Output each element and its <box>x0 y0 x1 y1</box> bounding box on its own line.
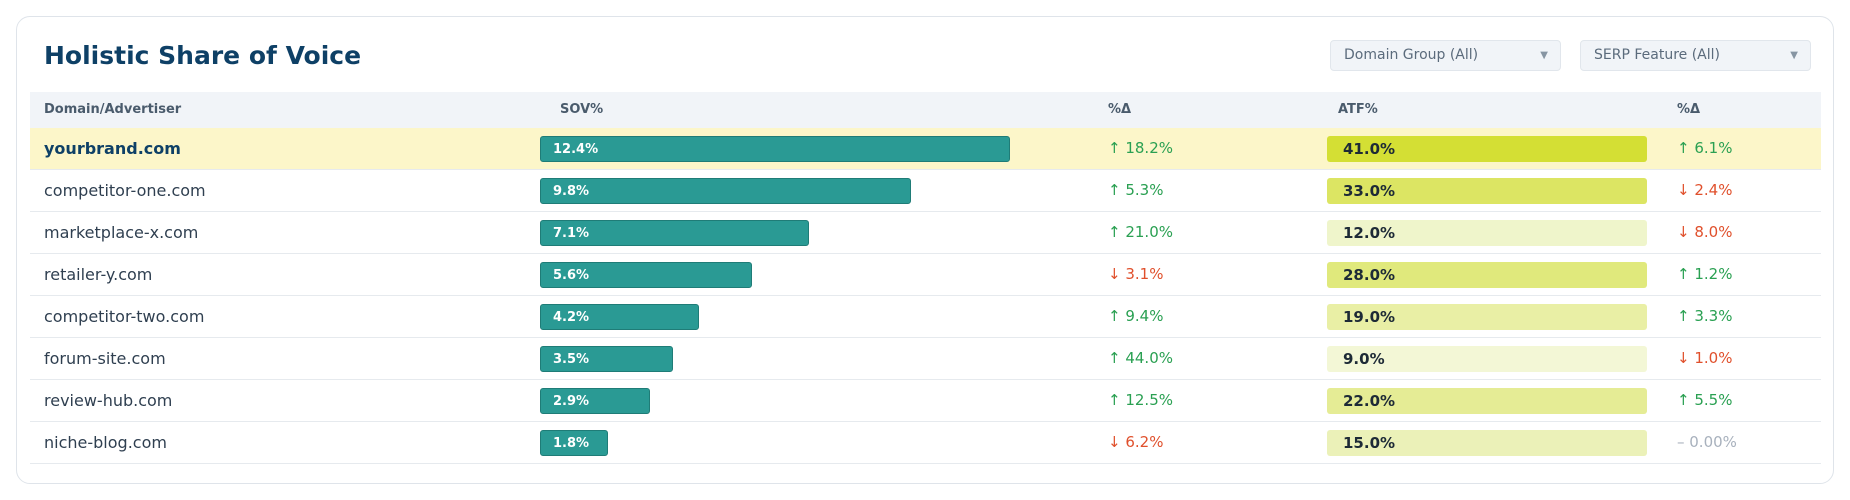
sov-table: Domain/Advertiser SOV% %Δ ATF% %Δ yourbr… <box>30 92 1821 464</box>
atf-cell: 22.0% <box>1327 388 1647 414</box>
atf-value: 15.0% <box>1343 434 1396 452</box>
domain-name[interactable]: marketplace-x.com <box>44 223 199 242</box>
sov-bar: 4.2% <box>540 304 700 330</box>
column-header-sov-delta[interactable]: %Δ <box>1108 102 1132 117</box>
domain-name[interactable]: review-hub.com <box>44 391 173 410</box>
table-row[interactable]: niche-blog.com 1.8% ↓ 6.2% 15.0% – 0.00% <box>30 422 1821 464</box>
atf-value: 19.0% <box>1343 308 1396 326</box>
sov-value: 12.4% <box>553 142 599 157</box>
atf-value: 33.0% <box>1343 182 1396 200</box>
atf-value: 12.0% <box>1343 224 1396 242</box>
atf-cell: 33.0% <box>1327 178 1647 204</box>
sov-value: 3.5% <box>553 352 590 367</box>
sov-value: 4.2% <box>553 310 590 325</box>
share-of-voice-card: Holistic Share of Voice Domain Group (Al… <box>16 16 1834 484</box>
sov-bar: 5.6% <box>540 262 753 288</box>
table-row[interactable]: retailer-y.com 5.6% ↓ 3.1% 28.0% ↑ 1.2% <box>30 254 1821 296</box>
atf-cell: 41.0% <box>1327 136 1647 162</box>
table-row[interactable]: marketplace-x.com 7.1% ↑ 21.0% 12.0% ↓ 8.0% <box>30 212 1821 254</box>
sov-bar: 7.1% <box>540 220 810 246</box>
sov-delta: ↓ 6.2% <box>1108 433 1164 451</box>
atf-value: 28.0% <box>1343 266 1396 284</box>
serp-feature-filter[interactable]: SERP Feature (All) ▼ <box>1580 40 1811 71</box>
sov-value: 7.1% <box>553 226 590 241</box>
sov-value: 9.8% <box>553 184 590 199</box>
atf-cell: 15.0% <box>1327 430 1647 456</box>
atf-value: 41.0% <box>1343 140 1396 158</box>
domain-name[interactable]: competitor-one.com <box>44 181 206 200</box>
domain-name[interactable]: competitor-two.com <box>44 307 205 326</box>
domain-group-filter[interactable]: Domain Group (All) ▼ <box>1330 40 1561 71</box>
table-body: yourbrand.com 12.4% ↑ 18.2% 41.0% ↑ 6.1% comp… <box>30 128 1821 464</box>
serp-feature-filter-label: SERP Feature (All) <box>1594 47 1720 63</box>
sov-bar: 2.9% <box>540 388 650 414</box>
sov-bar: 3.5% <box>540 346 673 372</box>
atf-delta: ↓ 2.4% <box>1677 181 1733 199</box>
table-row[interactable]: competitor-one.com 9.8% ↑ 5.3% 33.0% ↓ 2.4% <box>30 170 1821 212</box>
atf-value: 22.0% <box>1343 392 1396 410</box>
table-row[interactable]: forum-site.com 3.5% ↑ 44.0% 9.0% ↓ 1.0% <box>30 338 1821 380</box>
atf-cell: 9.0% <box>1327 346 1647 372</box>
atf-value: 9.0% <box>1343 350 1385 368</box>
column-header-domain[interactable]: Domain/Advertiser <box>44 102 182 117</box>
sov-bar: 9.8% <box>540 178 912 204</box>
domain-name[interactable]: niche-blog.com <box>44 433 167 452</box>
column-header-atf-delta[interactable]: %Δ <box>1677 102 1701 117</box>
table-row[interactable]: competitor-two.com 4.2% ↑ 9.4% 19.0% ↑ 3.3% <box>30 296 1821 338</box>
sov-value: 1.8% <box>553 436 590 451</box>
domain-name[interactable]: retailer-y.com <box>44 265 153 284</box>
atf-delta: ↓ 1.0% <box>1677 349 1733 367</box>
sov-value: 2.9% <box>553 394 590 409</box>
table-header: Domain/Advertiser SOV% %Δ ATF% %Δ <box>30 92 1821 128</box>
table-row[interactable]: yourbrand.com 12.4% ↑ 18.2% 41.0% ↑ 6.1% <box>30 128 1821 170</box>
chevron-down-icon: ▼ <box>1540 50 1548 61</box>
page-title: Holistic Share of Voice <box>44 41 362 70</box>
column-header-atf[interactable]: ATF% <box>1338 102 1378 117</box>
sov-bar: 12.4% <box>540 136 1010 162</box>
sov-delta: ↑ 44.0% <box>1108 349 1173 367</box>
sov-delta: ↑ 21.0% <box>1108 223 1173 241</box>
atf-delta: ↓ 8.0% <box>1677 223 1733 241</box>
column-header-sov[interactable]: SOV% <box>560 102 604 117</box>
atf-delta: – 0.00% <box>1677 433 1737 451</box>
atf-delta: ↑ 6.1% <box>1677 139 1733 157</box>
atf-delta: ↑ 1.2% <box>1677 265 1733 283</box>
atf-delta: ↑ 3.3% <box>1677 307 1733 325</box>
chevron-down-icon: ▼ <box>1790 50 1798 61</box>
atf-delta: ↑ 5.5% <box>1677 391 1733 409</box>
atf-cell: 12.0% <box>1327 220 1647 246</box>
sov-delta: ↓ 3.1% <box>1108 265 1164 283</box>
sov-delta: ↑ 9.4% <box>1108 307 1164 325</box>
sov-value: 5.6% <box>553 268 590 283</box>
table-row[interactable]: review-hub.com 2.9% ↑ 12.5% 22.0% ↑ 5.5% <box>30 380 1821 422</box>
sov-delta: ↑ 18.2% <box>1108 139 1173 157</box>
sov-bar: 1.8% <box>540 430 609 456</box>
domain-name[interactable]: yourbrand.com <box>44 139 181 158</box>
sov-delta: ↑ 5.3% <box>1108 181 1164 199</box>
domain-group-filter-label: Domain Group (All) <box>1344 47 1479 63</box>
atf-cell: 28.0% <box>1327 262 1647 288</box>
sov-delta: ↑ 12.5% <box>1108 391 1173 409</box>
domain-name[interactable]: forum-site.com <box>44 349 166 368</box>
atf-cell: 19.0% <box>1327 304 1647 330</box>
